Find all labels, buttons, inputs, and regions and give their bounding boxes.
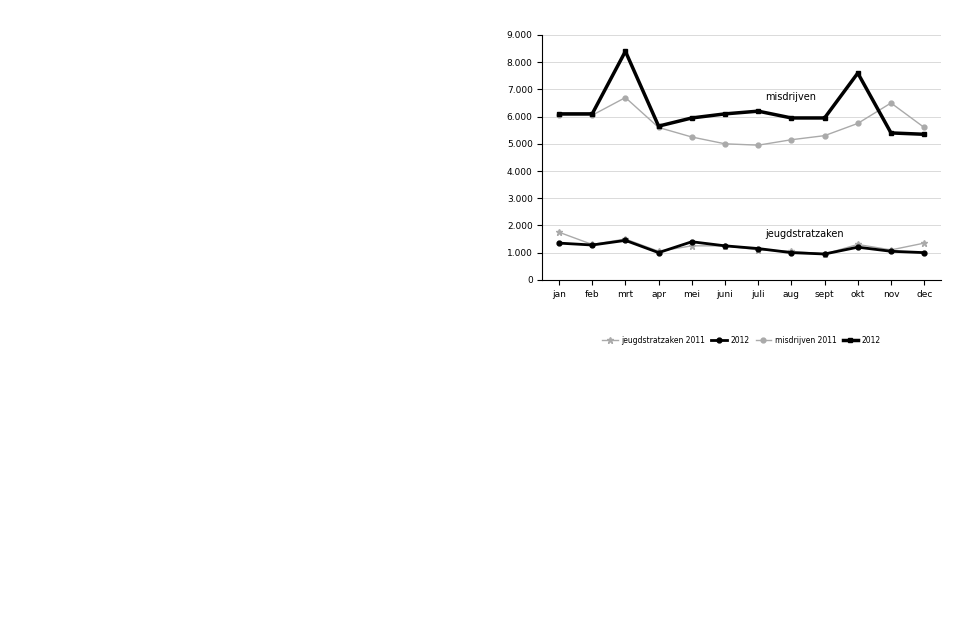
Text: jeugdstratzaken: jeugdstratzaken	[765, 229, 844, 239]
jeugdstratzaken 2011	[619, 235, 631, 243]
misdrijven 2011	[686, 133, 698, 141]
jeugdstratzaken 2011	[653, 247, 664, 255]
2012	[553, 239, 564, 247]
2012	[619, 237, 631, 244]
jeugdstratzaken 2011	[919, 239, 930, 247]
misdrijven 2011	[785, 136, 797, 144]
2012	[553, 110, 564, 118]
jeugdstratzaken 2011	[553, 228, 564, 236]
2012	[719, 242, 731, 250]
2012	[753, 245, 764, 252]
2012	[686, 114, 698, 121]
2012	[719, 110, 731, 118]
misdrijven 2011	[919, 123, 930, 131]
jeugdstratzaken 2011	[753, 246, 764, 254]
2012	[819, 250, 830, 258]
2012	[653, 249, 664, 256]
misdrijven 2011	[653, 123, 664, 131]
jeugdstratzaken 2011	[587, 240, 598, 248]
2012	[587, 110, 598, 118]
2012	[785, 114, 797, 121]
2012	[919, 130, 930, 138]
jeugdstratzaken 2011	[885, 246, 897, 254]
2012	[919, 249, 930, 256]
Text: misdrijven: misdrijven	[765, 92, 816, 102]
2012	[587, 241, 598, 249]
Line: jeugdstratzaken 2011: jeugdstratzaken 2011	[556, 229, 927, 258]
Line: misdrijven 2011: misdrijven 2011	[557, 95, 926, 148]
2012	[885, 247, 897, 255]
misdrijven 2011	[819, 132, 830, 139]
2012	[619, 48, 631, 55]
2012	[885, 129, 897, 137]
jeugdstratzaken 2011	[785, 247, 797, 255]
Legend: jeugdstratzaken 2011, 2012, misdrijven 2011, 2012: jeugdstratzaken 2011, 2012, misdrijven 2…	[599, 333, 884, 348]
2012	[753, 107, 764, 115]
2012	[686, 238, 698, 245]
misdrijven 2011	[553, 111, 564, 119]
2012	[653, 122, 664, 130]
jeugdstratzaken 2011	[819, 250, 830, 258]
2012	[785, 249, 797, 256]
misdrijven 2011	[719, 140, 731, 148]
misdrijven 2011	[753, 141, 764, 149]
misdrijven 2011	[852, 120, 864, 127]
jeugdstratzaken 2011	[686, 242, 698, 250]
misdrijven 2011	[587, 111, 598, 119]
jeugdstratzaken 2011	[852, 240, 864, 248]
Line: 2012: 2012	[557, 238, 926, 256]
2012	[819, 114, 830, 121]
Line: 2012: 2012	[557, 49, 926, 137]
2012	[852, 69, 864, 77]
jeugdstratzaken 2011	[719, 242, 731, 250]
misdrijven 2011	[619, 93, 631, 101]
misdrijven 2011	[885, 99, 897, 107]
2012	[852, 244, 864, 251]
